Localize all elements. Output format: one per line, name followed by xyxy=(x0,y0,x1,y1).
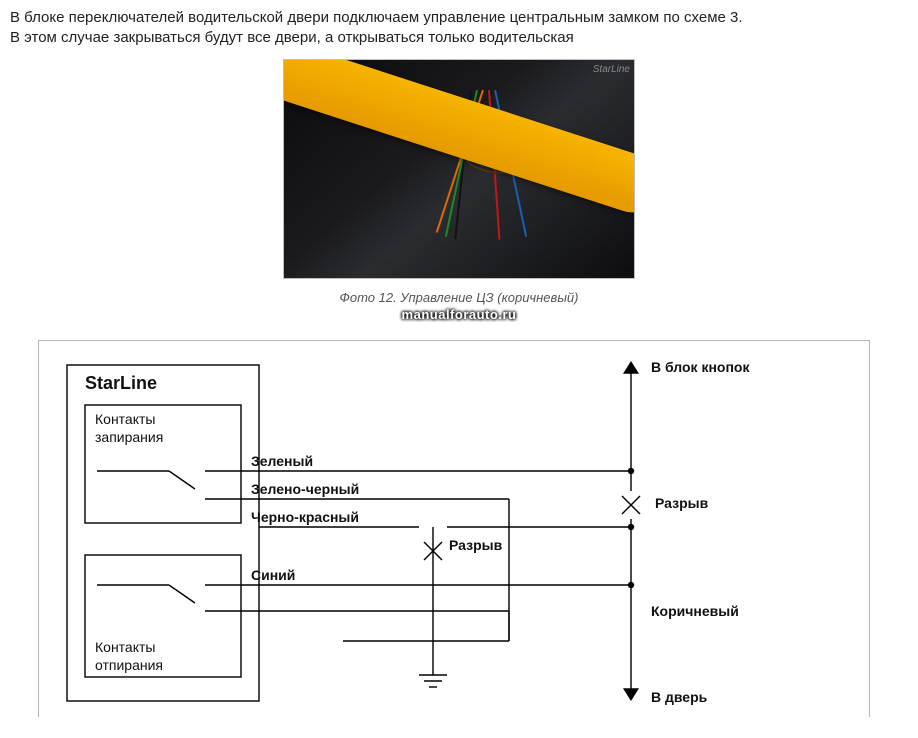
arrow-bottom-label: В дверь xyxy=(651,689,707,705)
wiring-diagram: StarLine Контакты запирания Контакты отп… xyxy=(38,340,870,717)
photo-caption: Фото 12. Управление ЦЗ (коричневый) xyxy=(0,290,918,305)
lock-contacts-l2: запирания xyxy=(95,429,163,445)
cut-label-1: Разрыв xyxy=(449,537,502,553)
page-root: В блоке переключателей водительской двер… xyxy=(0,0,918,717)
unlock-contacts-l1: Контакты xyxy=(95,639,155,655)
photo-12: StarLine xyxy=(283,59,635,279)
wire-label-brown: Коричневый xyxy=(651,603,739,619)
intro-line1: В блоке переключателей водительской двер… xyxy=(10,9,743,26)
diagram-svg xyxy=(39,341,869,717)
intro-line2: В этом случае закрываться будут все двер… xyxy=(10,29,574,46)
photo-brand-watermark: StarLine xyxy=(593,64,630,75)
photo-section: StarLine Фото 12. Управление ЦЗ (коричне… xyxy=(0,59,918,322)
wire-label-green: Зеленый xyxy=(251,453,313,469)
lock-contacts-l1: Контакты xyxy=(95,411,155,427)
cut-label-2: Разрыв xyxy=(655,495,708,511)
arrow-top-label: В блок кнопок xyxy=(651,359,750,375)
wire-label-black-red: Черно-красный xyxy=(251,509,359,525)
wire-label-green-black: Зелено-черный xyxy=(251,481,359,497)
intro-text: В блоке переключателей водительской двер… xyxy=(0,0,918,53)
site-watermark: manualforauto.ru xyxy=(0,307,918,322)
unlock-contacts-l2: отпирания xyxy=(95,657,163,673)
brand-label: StarLine xyxy=(85,373,157,394)
wire-label-blue: Синий xyxy=(251,567,295,583)
